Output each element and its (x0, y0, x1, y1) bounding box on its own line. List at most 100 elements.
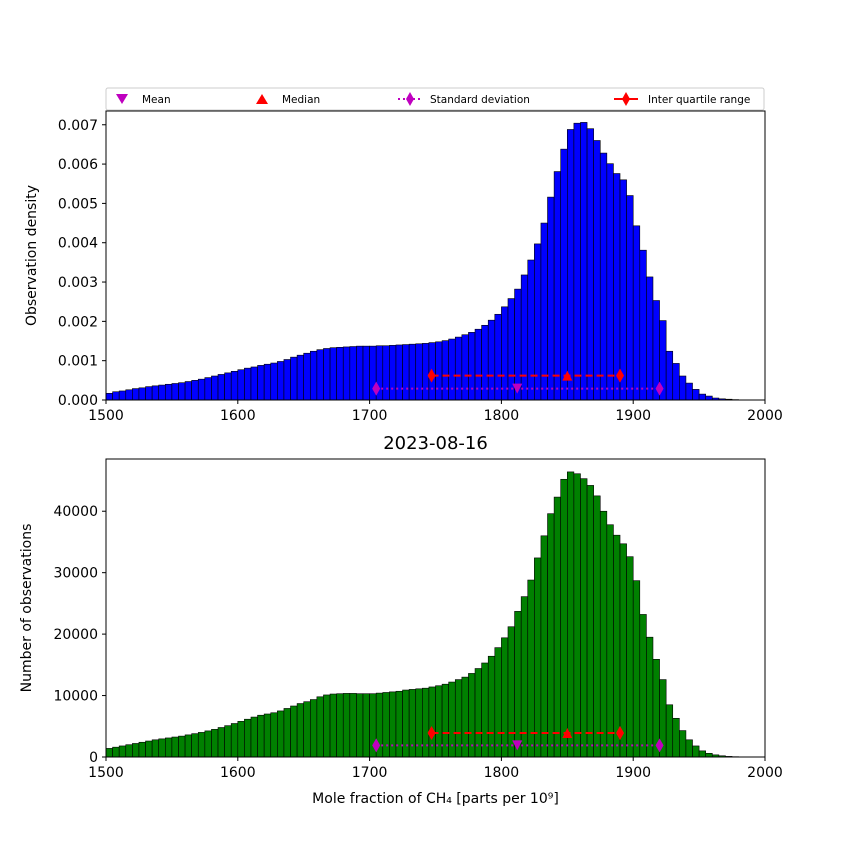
y-tick-label: 0.001 (58, 354, 98, 370)
count-bar (553, 496, 562, 758)
density-bar (408, 343, 417, 401)
density-bar (461, 334, 469, 401)
count-bar (342, 693, 351, 758)
count-bar (586, 485, 594, 758)
density-bar (448, 338, 456, 401)
x-tick-label: 2000 (747, 765, 783, 781)
mean-marker (512, 740, 523, 751)
x-tick-label: 1700 (352, 765, 388, 781)
density-bar (158, 384, 166, 401)
density-bar (303, 352, 311, 401)
count-bar (138, 741, 146, 758)
x-tick-label: 1600 (220, 765, 256, 781)
density-bar (362, 345, 370, 401)
density-bar (580, 122, 588, 401)
iqr-endpoint-marker (427, 368, 436, 383)
count-bar (408, 689, 417, 758)
count-bar (402, 689, 410, 758)
mean-marker (512, 383, 523, 394)
count-bar (184, 734, 192, 758)
density-bar (296, 354, 304, 401)
y-tick-label: 0.005 (58, 196, 98, 212)
density-bar (112, 391, 120, 401)
count-bar (632, 580, 641, 758)
chart-title: 2023-08-16 (383, 433, 488, 454)
y-tick-label: 20000 (53, 627, 98, 643)
count-bar (178, 735, 186, 758)
density-bar (474, 328, 482, 401)
x-tick-label: 1500 (88, 765, 124, 781)
density-bar (349, 346, 357, 401)
x-tick-label: 1900 (615, 765, 651, 781)
count-bar (204, 730, 212, 758)
density-bar (125, 389, 133, 401)
density-bar (422, 343, 430, 401)
density-bar (217, 374, 225, 401)
y-tick-label: 0.002 (58, 314, 98, 330)
count-bar (270, 712, 278, 758)
density-bar (290, 356, 298, 401)
x-tick-label: 2000 (747, 408, 783, 424)
density-bar (415, 343, 423, 401)
density-bar (237, 369, 245, 401)
density-bar (606, 163, 614, 401)
density-bar (586, 128, 594, 401)
iqr-endpoint-marker (616, 726, 625, 741)
density-bar (336, 347, 344, 401)
density-bar (118, 390, 127, 401)
density-x-axis: 1500 1600 1700 1800 1900 2000 (88, 400, 783, 424)
count-bar (428, 686, 436, 758)
density-bar (342, 346, 351, 401)
density-bar (514, 288, 522, 401)
count-bar (415, 688, 423, 758)
count-bar (692, 745, 700, 758)
count-bar (349, 693, 357, 758)
count-bar (705, 753, 713, 758)
legend-label-mean: Mean (142, 94, 171, 106)
density-bar (270, 362, 278, 401)
count-bars (105, 471, 746, 758)
std-endpoint-marker (372, 738, 381, 753)
mean-marker-icon (116, 94, 128, 104)
count-bar (112, 746, 120, 758)
x-tick-label: 1600 (220, 408, 256, 424)
counts-panel: 2023-08-16 1500 1600 1700 1800 1900 2000 0 100… (19, 433, 783, 807)
count-bar (356, 693, 364, 758)
count-bar (158, 738, 166, 758)
count-bar (395, 690, 403, 758)
count-stat-markers (372, 726, 664, 753)
density-bar (520, 274, 529, 401)
count-bar (606, 524, 614, 758)
count-bar (171, 736, 179, 758)
counts-y-axis: 0 10000 20000 30000 40000 (53, 504, 106, 766)
density-bar (250, 366, 258, 401)
density-bar (211, 375, 219, 401)
density-bar (329, 347, 337, 401)
count-bar (613, 534, 621, 758)
density-bar (613, 173, 621, 401)
density-bar (672, 363, 680, 401)
density-bars (105, 122, 739, 401)
density-bar (454, 336, 463, 401)
count-bar (389, 691, 397, 758)
count-bar (487, 655, 496, 758)
median-marker-icon (256, 94, 268, 104)
count-bar (329, 693, 337, 758)
density-bar (356, 345, 364, 401)
density-bar (402, 344, 410, 401)
density-bar (382, 345, 390, 401)
density-y-axis-title: Observation density (24, 185, 40, 326)
x-tick-label: 1800 (484, 765, 520, 781)
density-bar (145, 386, 153, 401)
y-tick-label: 0.006 (58, 157, 98, 173)
density-bar (105, 393, 113, 401)
density-bar (468, 332, 476, 401)
count-bar (514, 611, 522, 758)
count-bar (422, 687, 430, 758)
density-bar (165, 383, 173, 401)
count-bar (283, 708, 291, 758)
density-bar (692, 389, 700, 401)
density-bar (553, 171, 562, 401)
std-endpoint-marker (655, 738, 664, 753)
count-bar (672, 717, 680, 758)
